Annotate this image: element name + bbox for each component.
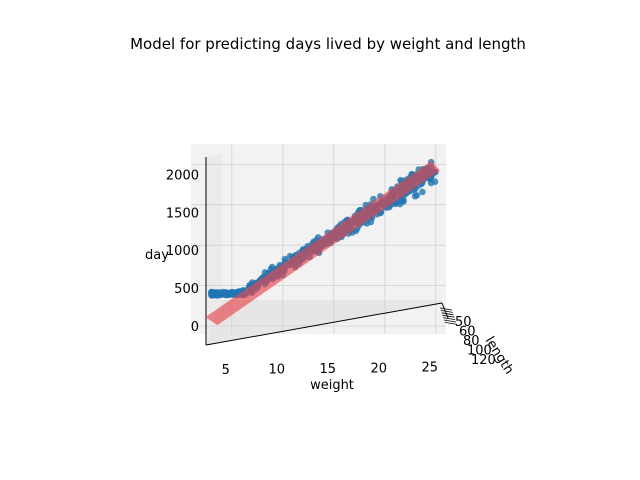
x-tick-label-3: 20 [371,361,388,376]
fitted-plane-band [205,160,440,326]
y-tick-mark-6 [444,322,457,325]
scatter-point-499 [213,289,220,297]
fitted-plane [205,160,440,326]
chart-title: Model for predicting days lived by weigh… [130,35,526,53]
y-tick-label-1: 60 [459,325,476,340]
scatter-point-114 [419,188,426,196]
z-tick-label-3: 1500 [166,206,199,221]
y-tick-mark-0 [439,307,453,311]
x-tick-label-4: 25 [422,361,439,376]
scatter-point-429 [367,218,375,226]
y-tick-mark-2 [441,312,454,316]
scatter-point-501 [221,289,228,296]
z-tick-label-4: 2000 [166,168,199,183]
scatter-point-446 [413,192,421,199]
y-tick-mark-1 [440,310,453,313]
y-tick-mark-4 [443,317,456,320]
floor-pane [206,300,442,345]
z-tick-label-1: 500 [174,282,199,297]
y-tick-mark-3 [442,314,455,318]
y-tick-label-2: 80 [463,334,480,349]
z-tick-label-0: 0 [191,320,199,335]
z-tick-label-2: 1000 [166,244,199,259]
x-tick-label-0: 5 [222,363,230,378]
y-tick-mark-5 [443,319,457,323]
z-axis-label: day [145,248,169,263]
y-axis-line [441,302,449,319]
scatter-point-278 [398,197,406,204]
scatter-point-462 [267,265,275,273]
y-tick-label-4: 120 [471,353,496,368]
x-tick-label-2: 15 [320,362,337,377]
y-tick-label-0: 50 [455,315,472,330]
x-axis-label: weight [310,378,354,393]
x-tick-label-1: 10 [269,363,286,378]
scatter-point-516 [228,289,236,297]
axis-lines [205,157,457,346]
y-tick-label-3: 100 [467,344,492,359]
x-axis-line [205,302,443,346]
